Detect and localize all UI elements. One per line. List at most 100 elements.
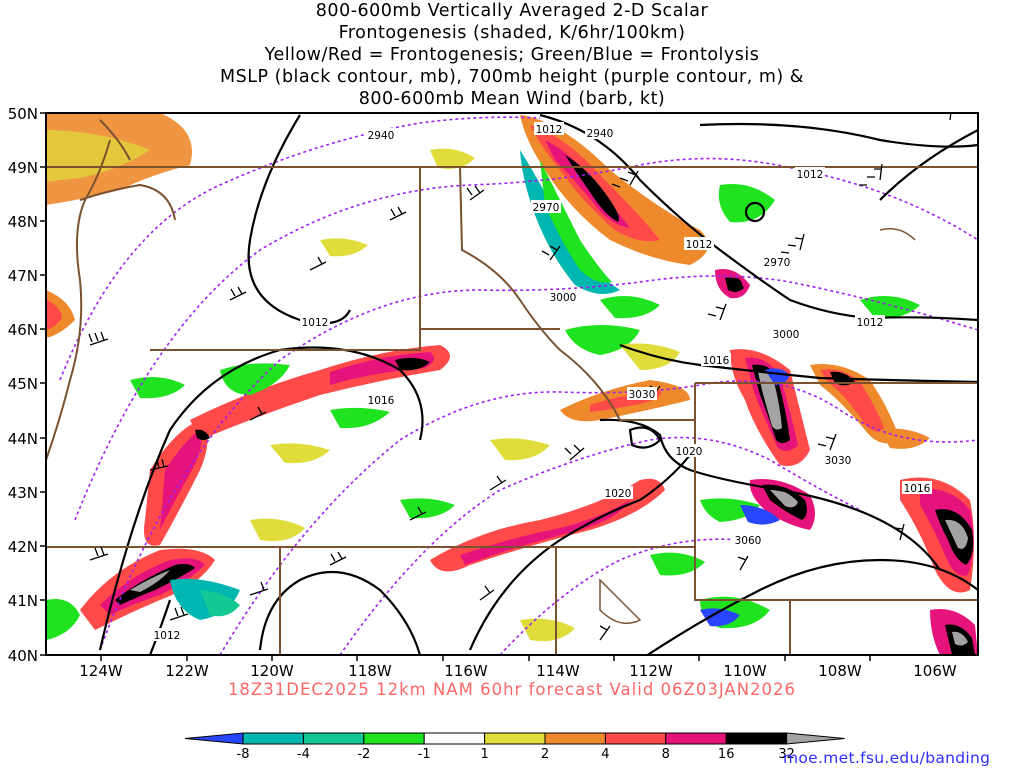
colorbar-label: 32 (778, 747, 795, 762)
height-label: 3060 (733, 533, 763, 547)
lon-label: 110W (723, 662, 767, 680)
title-line-1: 800-600mb Vertically Averaged 2-D Scalar (315, 1, 709, 21)
map-title: 800-600mb Vertically Averaged 2-D Scalar… (0, 0, 1024, 110)
mslp-label: 1012 (795, 167, 825, 181)
lat-label: 49N (8, 159, 38, 177)
colorbar-label: -1 (418, 747, 431, 762)
frontogenesis-shading (46, 113, 978, 655)
lat-label: 45N (8, 375, 38, 393)
height-label: 3030 (627, 387, 657, 401)
title-line-2: Frontogenesis (shaded, K/6hr/100km) (338, 23, 686, 43)
svg-text:3060: 3060 (735, 535, 762, 547)
mslp-label: 1016 (701, 353, 731, 367)
lat-label: 42N (8, 538, 38, 556)
mslp-label: 1016 (366, 393, 396, 407)
lat-labels: 50N 49N 48N 47N 46N 45N 44N 43N 42N 41N … (8, 105, 38, 665)
lon-label: 114W (536, 662, 580, 680)
svg-text:1012: 1012 (686, 239, 713, 251)
mslp-label: 1020 (674, 444, 704, 458)
plot-layers: 1012 1012 1012 1012 1012 1012 1016 1016 … (46, 113, 978, 655)
svg-text:3000: 3000 (773, 329, 800, 341)
lat-label: 40N (8, 647, 38, 665)
height-contours (59, 116, 978, 655)
height-label: 3030 (823, 453, 853, 467)
svg-text:1020: 1020 (676, 446, 703, 458)
lon-label: 106W (913, 662, 957, 680)
lat-label: 48N (8, 213, 38, 231)
colorbar-label: -4 (297, 747, 310, 762)
colorbar-label: 16 (718, 747, 735, 762)
mslp-label: 1012 (855, 315, 885, 329)
mslp-label: 1012 (684, 237, 714, 251)
svg-text:1012: 1012 (857, 317, 884, 329)
colorbar-swatch (665, 732, 727, 745)
svg-text:1016: 1016 (703, 355, 730, 367)
lat-label: 47N (8, 267, 38, 285)
colorbar-label: 2 (541, 747, 549, 762)
colorbar-label: -8 (237, 747, 250, 762)
height-label: 3000 (771, 327, 801, 341)
lon-label: 116W (444, 662, 488, 680)
lat-label: 44N (8, 430, 38, 448)
colorbar-swatch (302, 732, 365, 745)
lat-label: 46N (8, 321, 38, 339)
contour-labels: 1012 1012 1012 1012 1012 1012 1016 1016 … (152, 122, 932, 642)
svg-text:1012: 1012 (302, 317, 329, 329)
svg-text:3000: 3000 (550, 292, 577, 304)
mslp-label: 1020 (603, 486, 633, 500)
svg-text:1020: 1020 (605, 488, 632, 500)
svg-text:2940: 2940 (587, 128, 614, 140)
mslp-label: 1016 (902, 481, 932, 495)
colorbar-swatch (604, 732, 667, 745)
lon-label: 122W (165, 662, 209, 680)
lat-label: 41N (8, 592, 38, 610)
colorbar-swatch (242, 732, 304, 745)
svg-text:1012: 1012 (154, 630, 181, 642)
forecast-valid-time: 18Z31DEC2025 12km NAM 60hr forecast Vali… (227, 680, 797, 699)
lat-label: 50N (8, 105, 38, 123)
colorbar-swatch (423, 732, 486, 745)
lon-label: 120W (250, 662, 294, 680)
svg-text:3030: 3030 (825, 455, 852, 467)
lat-axis (40, 112, 46, 656)
svg-text:1016: 1016 (904, 483, 931, 495)
colorbar-label: 8 (662, 747, 670, 762)
lon-labels: 124W 122W 120W 118W 116W 114W 112W 110W … (79, 662, 957, 680)
mslp-label: 1012 (152, 628, 182, 642)
colorbar-label: 4 (601, 747, 609, 762)
lon-label: 112W (629, 662, 673, 680)
plot-frame (45, 112, 979, 656)
lon-label: 118W (348, 662, 392, 680)
mslp-label: 1012 (300, 315, 330, 329)
svg-text:1016: 1016 (368, 395, 395, 407)
colorbar-swatch (363, 732, 425, 745)
height-label: 2970 (762, 255, 792, 269)
site-credit: moe.met.fsu.edu/banding (783, 749, 991, 767)
colorbar-swatch (725, 732, 788, 745)
svg-text:1012: 1012 (797, 169, 824, 181)
height-label: 2970 (531, 200, 561, 214)
colorbar-swatch (184, 732, 244, 745)
colorbar-label: -2 (357, 747, 370, 762)
colorbar-swatch (484, 732, 546, 745)
title-line-3: Yellow/Red = Frontogenesis; Green/Blue =… (264, 45, 760, 65)
svg-text:2940: 2940 (368, 130, 395, 142)
colorbar: -8 -4 -2 -1 1 2 4 8 16 32 (184, 732, 845, 762)
height-label: 3000 (548, 290, 578, 304)
title-line-4: MSLP (black contour, mb), 700mb height (… (220, 67, 804, 87)
colorbar-swatch (786, 732, 845, 745)
svg-text:2970: 2970 (533, 202, 560, 214)
title-line-5: 800-600mb Mean Wind (barb, kt) (358, 89, 666, 109)
lon-label: 124W (79, 662, 123, 680)
colorbar-label: 1 (480, 747, 488, 762)
colorbar-swatch (544, 732, 606, 745)
svg-text:1012: 1012 (536, 124, 563, 136)
lon-axis (100, 655, 871, 661)
svg-text:3030: 3030 (629, 389, 656, 401)
height-label: 2940 (366, 128, 396, 142)
wind-barbs (88, 113, 952, 641)
lat-label: 43N (8, 484, 38, 502)
mslp-contours (98, 113, 978, 655)
mslp-label: 1012 (534, 122, 564, 136)
